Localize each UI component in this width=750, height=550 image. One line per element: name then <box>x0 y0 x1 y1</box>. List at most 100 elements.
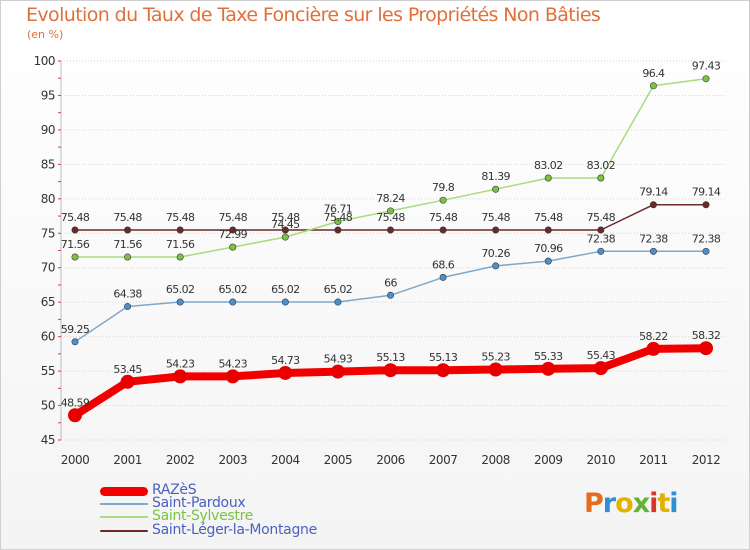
data-label: 79.8 <box>432 181 455 194</box>
data-label: 65.02 <box>166 283 195 296</box>
data-point <box>229 226 237 234</box>
data-point <box>439 196 447 204</box>
x-tick-label: 2007 <box>429 453 458 467</box>
data-point <box>597 226 605 234</box>
data-point <box>646 341 661 356</box>
data-label: 97.43 <box>692 60 721 73</box>
data-label: 54.23 <box>166 357 195 370</box>
x-tick-label: 2012 <box>692 453 721 467</box>
data-point <box>492 226 500 234</box>
data-label: 54.93 <box>324 353 353 366</box>
data-label: 74.45 <box>271 218 300 231</box>
x-tick-label: 2001 <box>113 453 142 467</box>
y-tick-label: 75 <box>41 226 55 240</box>
data-point <box>71 338 79 346</box>
data-point <box>281 233 289 241</box>
x-tick-label: 2008 <box>481 453 510 467</box>
data-point <box>225 369 240 384</box>
data-label: 66 <box>384 276 397 289</box>
data-point <box>176 298 184 306</box>
data-label: 55.23 <box>481 351 510 364</box>
data-point <box>278 365 293 380</box>
data-point <box>71 226 79 234</box>
x-tick-label: 2004 <box>271 453 300 467</box>
data-label: 71.56 <box>166 238 195 251</box>
y-tick-label: 45 <box>41 433 55 447</box>
data-label: 75.48 <box>481 211 510 224</box>
data-label: 72.38 <box>692 232 721 245</box>
x-tick-label: 2005 <box>324 453 353 467</box>
data-point <box>124 302 132 310</box>
data-point <box>176 226 184 234</box>
data-label: 81.39 <box>481 170 510 183</box>
y-tick-label: 100 <box>34 54 55 68</box>
data-point <box>649 247 657 255</box>
data-point <box>281 298 289 306</box>
data-point <box>386 226 394 234</box>
data-point <box>176 253 184 261</box>
data-point <box>229 243 237 251</box>
data-point <box>383 363 398 378</box>
data-label: 54.73 <box>271 354 300 367</box>
y-unit-label: (en %) <box>27 28 64 41</box>
data-label: 75.48 <box>534 211 563 224</box>
legend-swatch <box>100 487 148 496</box>
legend-label: Saint-Pardoux <box>152 495 246 511</box>
data-point <box>488 362 503 377</box>
data-label: 71.56 <box>61 238 90 251</box>
proxiti-logo: Proxiti <box>584 488 679 519</box>
data-point <box>281 226 289 234</box>
legend-item: Saint-Sylvestre <box>100 508 420 524</box>
data-point <box>330 364 345 379</box>
legend-label: Saint-Sylvestre <box>152 508 254 524</box>
data-label: 79.14 <box>692 186 721 199</box>
data-point <box>492 262 500 270</box>
data-label: 75.48 <box>429 211 458 224</box>
y-tick-label: 85 <box>41 157 55 171</box>
legend-swatch <box>100 503 148 505</box>
data-label: 72.99 <box>219 228 248 241</box>
data-label: 75.48 <box>113 211 142 224</box>
data-label: 64.38 <box>113 287 142 300</box>
data-point <box>68 408 82 423</box>
data-point <box>597 174 605 182</box>
x-tick-label: 2003 <box>218 453 247 467</box>
data-label: 58.32 <box>692 329 721 342</box>
y-tick-label: 70 <box>41 261 55 275</box>
data-point <box>334 298 342 306</box>
data-label: 71.56 <box>113 238 142 251</box>
data-label: 78.24 <box>376 192 405 205</box>
data-label: 75.48 <box>166 211 195 224</box>
data-label: 65.02 <box>271 283 300 296</box>
data-label: 55.33 <box>534 350 563 363</box>
data-label: 76.71 <box>324 202 353 215</box>
data-label: 75.48 <box>324 211 353 224</box>
x-tick-label: 2000 <box>61 453 90 467</box>
data-point <box>544 174 552 182</box>
legend-item: Saint-Léger-la-Montagne <box>100 522 420 538</box>
data-label: 55.13 <box>429 351 458 364</box>
x-tick-label: 2010 <box>587 453 616 467</box>
y-tick-label: 90 <box>41 123 55 137</box>
data-point <box>120 374 135 389</box>
data-label: 75.48 <box>219 211 248 224</box>
data-point <box>124 226 132 234</box>
data-point <box>386 291 394 299</box>
data-point <box>124 253 132 261</box>
data-point <box>702 247 710 255</box>
data-label: 59.25 <box>61 323 90 336</box>
data-label: 72.38 <box>639 232 668 245</box>
data-point <box>173 369 188 384</box>
legend-label: Saint-Léger-la-Montagne <box>152 522 317 538</box>
data-label: 83.02 <box>534 159 563 172</box>
data-point <box>593 361 608 376</box>
legend-swatch <box>100 530 148 532</box>
data-point <box>386 207 394 215</box>
x-tick-label: 2002 <box>166 453 195 467</box>
data-point <box>649 82 657 90</box>
data-point <box>439 273 447 281</box>
data-point <box>334 226 342 234</box>
y-tick-label: 95 <box>41 88 55 102</box>
data-label: 96.4 <box>642 67 665 80</box>
